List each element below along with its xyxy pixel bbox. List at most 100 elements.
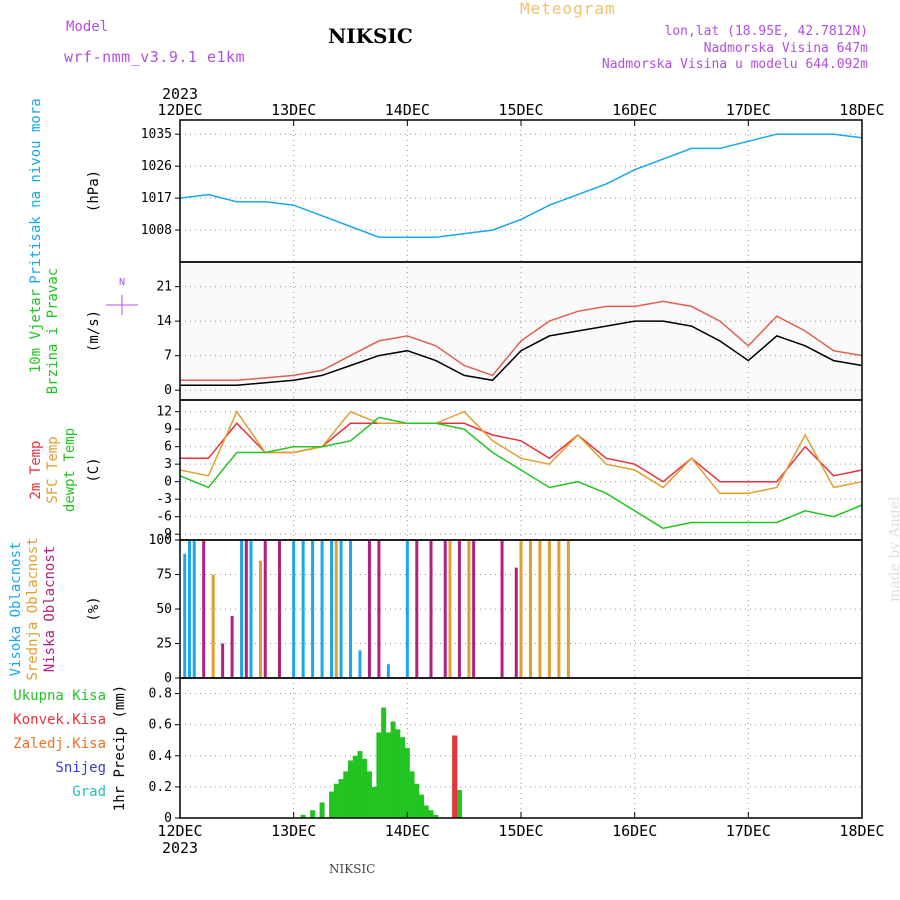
precip-bar (333, 783, 339, 818)
cloud-bar (221, 643, 225, 678)
precip-bar (385, 732, 391, 818)
model-label: Model (66, 19, 109, 35)
temperature-axis-label: 2m Temp (28, 440, 44, 499)
cloud-bar (415, 540, 419, 678)
cloud-bar (301, 540, 305, 678)
pressure-ytick-label: 1017 (141, 191, 172, 206)
precip-ytick-label: 0.8 (149, 687, 172, 702)
precip-bar (357, 751, 363, 818)
precip-bar (381, 707, 387, 818)
temperature-axis-label: SFC Temp (45, 436, 61, 503)
precip-bar (452, 735, 458, 818)
wind-ytick-label: 0 (164, 383, 172, 398)
cloud-bar (500, 540, 504, 678)
cloud-bar (187, 540, 191, 678)
cloud-bar (292, 540, 296, 678)
precip-legend-label: Konvek.Kisa (13, 712, 106, 728)
precip-bar (362, 758, 368, 818)
time-tick-label-top: 15DEC (498, 101, 543, 119)
precip-legend-label: Grad (72, 784, 106, 800)
temperature-panel: -9 -6 -3 0 3 6 9 12 2m Temp SFC Temp dewpt Temp (C) (28, 399, 863, 542)
cloud-bar (467, 540, 471, 678)
precip-bar (414, 783, 420, 818)
time-axis: 12DEC 12DEC 13DEC 13DEC 14DEC 14DEC 15DEC 15DEC… (157, 85, 884, 857)
precip-bar (409, 771, 415, 818)
cloud-bar (211, 574, 215, 678)
cloud-bar (528, 540, 532, 678)
time-tick-label-bottom: 14DEC (385, 822, 430, 840)
cloud-bar (240, 540, 244, 678)
elevation-label: Nadmorska Visina 647m (703, 41, 868, 56)
cloud-bar (519, 540, 523, 678)
precip-bar (338, 779, 344, 818)
temperature-ytick-label: 9 (164, 422, 172, 437)
cloud-bar (472, 540, 476, 678)
cloud-panel: 0 25 50 75 100 Visoka Oblacnost Srednja Oblacn… (8, 533, 863, 686)
cloud-ytick-label: 100 (149, 533, 172, 548)
wind-compass-icon: N (106, 277, 138, 315)
time-tick-label-bottom: 18DEC (839, 822, 884, 840)
model-value: wrf-nmm_v3.9.1 e1km (64, 48, 246, 66)
precip-bar (319, 802, 325, 818)
pressure-unit-label: (hPa) (86, 170, 102, 212)
cloud-bar (192, 540, 196, 678)
cloud-bar (263, 540, 267, 678)
pressure-series-line (179, 133, 863, 238)
precip-bar (428, 810, 434, 818)
cloud-bar (277, 540, 281, 678)
temperature-ytick-label: -9 (156, 527, 172, 542)
time-tick-label-bottom: 12DEC (157, 822, 202, 840)
time-tick-label-top: 18DEC (839, 101, 884, 119)
temperature-ytick-label: -3 (156, 492, 172, 507)
cloud-bar (230, 615, 234, 678)
precip-bar (366, 771, 372, 818)
cloud-ytick-label: 50 (156, 602, 172, 617)
wind-axis-label: Brzina i Pravac (45, 268, 61, 394)
precip-bar (310, 810, 316, 818)
precip-bar (376, 732, 382, 818)
cloud-ytick-label: 25 (156, 637, 172, 652)
time-tick-label-top: 17DEC (726, 101, 771, 119)
cloud-bar (448, 540, 452, 678)
precip-legend-label: Ukupna Kisa (13, 688, 106, 704)
page-title: NIKSIC (328, 24, 413, 48)
temperature-series-line (179, 416, 863, 530)
precip-legend-label: Snijeg (55, 760, 106, 776)
year-label-bottom: 2023 (162, 839, 198, 857)
cloud-bar (339, 540, 343, 678)
wind-series-line (180, 300, 863, 382)
cloud-bar (330, 540, 334, 678)
meteogram-label: Meteogram (520, 0, 616, 18)
cloud-bar (429, 540, 433, 678)
cloud-bar (349, 540, 352, 678)
watermark: made by Angel (887, 496, 900, 603)
time-tick-label-bottom: 15DEC (498, 822, 543, 840)
cloud-bar (367, 540, 371, 678)
cloud-bar (244, 540, 248, 678)
cloud-bar (457, 540, 461, 678)
wind-series-line (180, 320, 863, 386)
cloud-bar (202, 540, 206, 678)
time-tick-label-bottom: 13DEC (271, 822, 316, 840)
cloud-axis-label: Visoka Oblacnost (8, 542, 24, 677)
cloud-axis-label: Niska Oblacnost (42, 546, 58, 672)
time-tick-label-top: 13DEC (271, 101, 316, 119)
cloud-bar (386, 664, 390, 678)
time-tick-label-bottom: 16DEC (612, 822, 657, 840)
precip-bar (390, 721, 396, 818)
temperature-ytick-label: 12 (156, 405, 172, 420)
cloud-bar (249, 540, 253, 678)
wind-panel: 0 7 14 21 10m Vjetar Brzina i Pravac (m/s) (28, 261, 863, 401)
cloud-ytick-label: 75 (156, 568, 172, 583)
precip-bar (329, 791, 335, 818)
model-elevation-label: Nadmorska Visina u modelu 644.092m (601, 57, 868, 72)
temperature-ytick-label: 3 (164, 457, 172, 472)
precip-bar (343, 771, 349, 818)
precip-bar (419, 794, 425, 818)
pressure-axis-label: Pritisak na nivou mora (28, 98, 44, 283)
cloud-bar (557, 540, 561, 678)
temperature-series-line (179, 410, 863, 495)
precip-unit-label: 1hr Precip (mm) (112, 685, 128, 811)
precip-bar (395, 729, 401, 818)
time-tick-label-top: 16DEC (612, 101, 657, 119)
